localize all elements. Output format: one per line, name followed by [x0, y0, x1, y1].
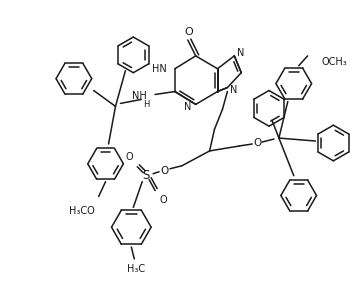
- Text: H₃CO: H₃CO: [69, 206, 95, 216]
- Text: O: O: [253, 138, 261, 148]
- Text: H₃C: H₃C: [127, 264, 145, 274]
- Text: OCH₃: OCH₃: [322, 57, 347, 67]
- Text: NH: NH: [132, 91, 147, 101]
- Text: HN: HN: [152, 64, 167, 74]
- Text: O: O: [160, 166, 168, 176]
- Text: O: O: [184, 27, 193, 37]
- Text: N: N: [184, 102, 192, 112]
- Text: S: S: [142, 169, 150, 182]
- Text: H: H: [143, 100, 149, 109]
- Text: O: O: [159, 195, 167, 205]
- Text: N: N: [237, 48, 245, 58]
- Text: N: N: [230, 85, 238, 95]
- Text: O: O: [126, 152, 133, 162]
